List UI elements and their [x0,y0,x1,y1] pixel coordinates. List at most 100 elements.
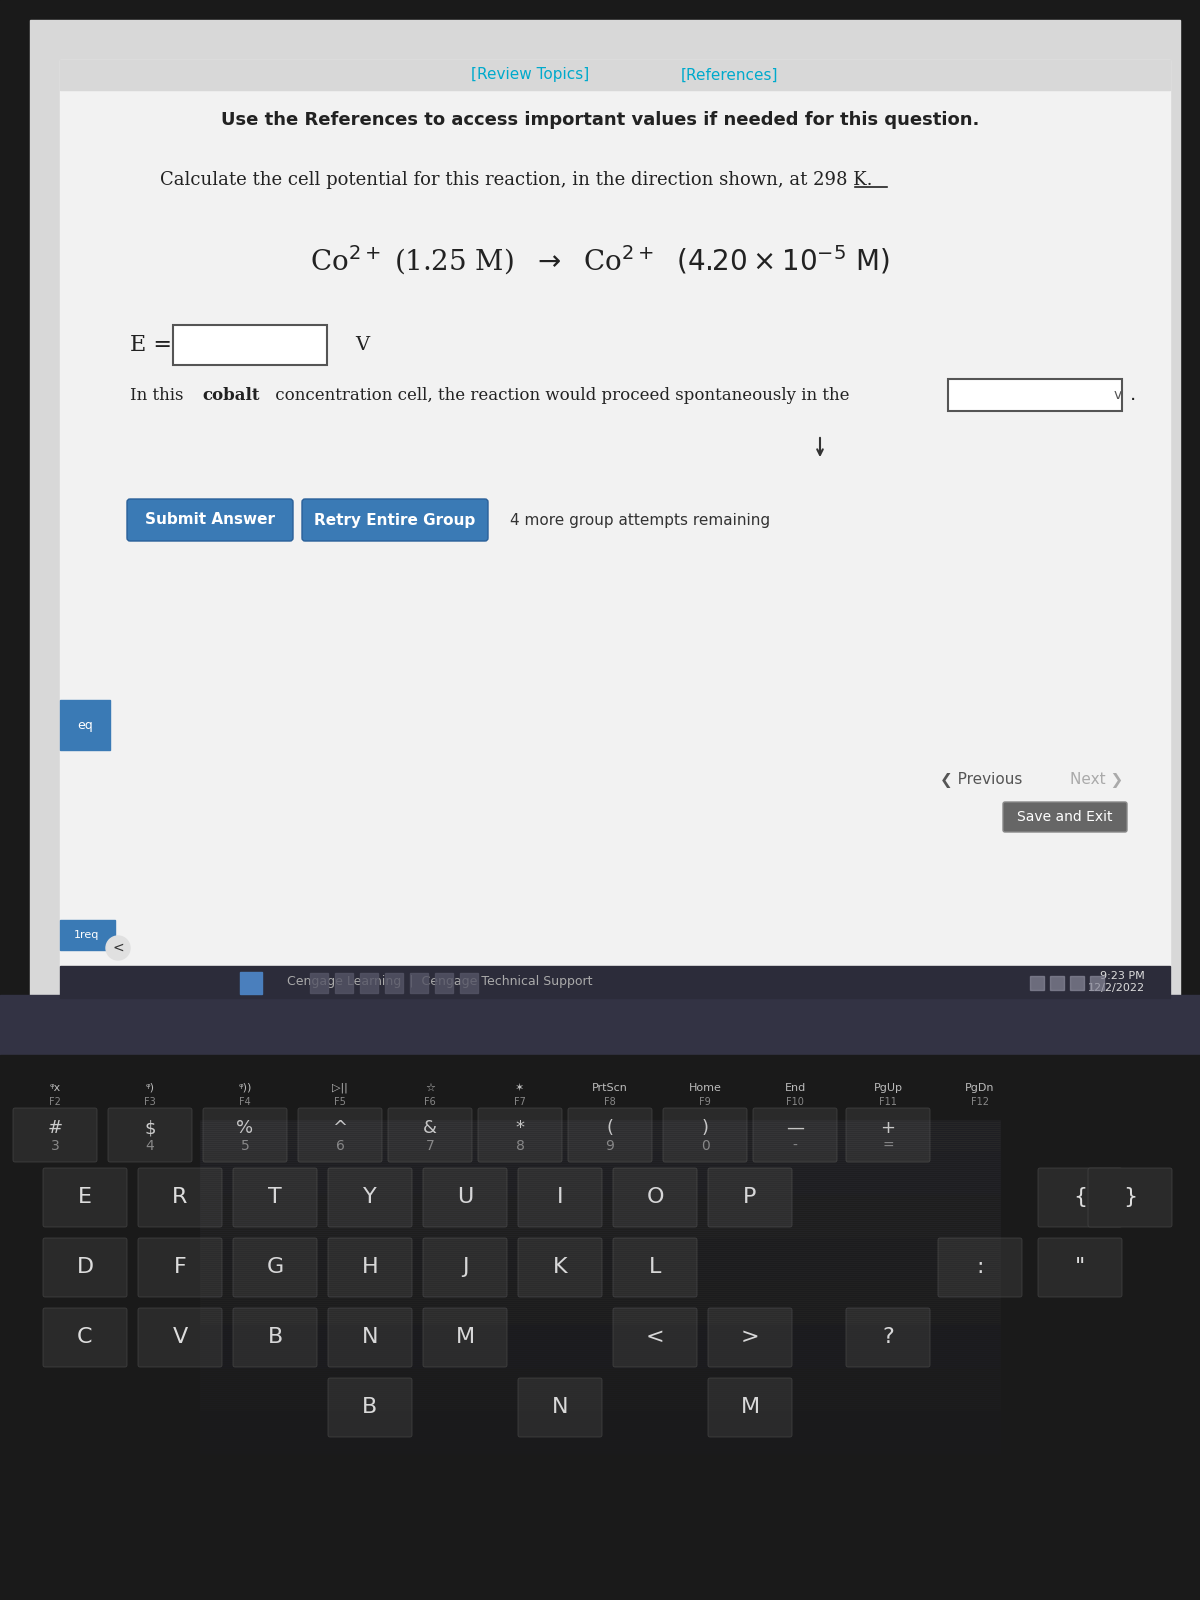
Bar [200,1408,1000,1410]
Bar [200,1328,1000,1330]
Text: 5: 5 [241,1139,250,1154]
FancyBboxPatch shape [754,1107,838,1162]
Bar [200,1512,1000,1514]
FancyBboxPatch shape [424,1168,508,1227]
Text: M: M [456,1326,474,1347]
Bar [200,1437,1000,1438]
Bar [60,920,115,950]
Bar [200,1370,1000,1371]
Text: B: B [362,1397,378,1418]
Bar [200,1350,1000,1352]
Bar [200,1382,1000,1384]
Bar [200,1501,1000,1502]
Text: ❮ Previous: ❮ Previous [940,773,1022,787]
Bar [200,1230,1000,1232]
Text: ): ) [702,1118,708,1138]
Bar [200,1139,1000,1142]
Bar [200,1309,1000,1310]
Bar [200,1458,1000,1459]
Bar [200,1416,1000,1418]
Text: D: D [77,1258,94,1277]
Text: ^: ^ [332,1118,348,1138]
Bar [200,1296,1000,1298]
Bar [360,973,378,994]
Bar [200,1390,1000,1392]
FancyBboxPatch shape [662,1107,746,1162]
Bar [200,1186,1000,1187]
Bar [200,1130,1000,1133]
FancyBboxPatch shape [613,1168,697,1227]
Bar [200,1126,1000,1128]
Text: E: E [78,1187,92,1206]
Bar [200,1453,1000,1454]
Text: Use the References to access important values if needed for this question.: Use the References to access important v… [221,110,979,130]
Bar [200,1398,1000,1400]
Bar [200,1274,1000,1277]
Bar [200,1251,1000,1254]
Bar [200,1392,1000,1394]
Text: F4: F4 [239,1098,251,1107]
Bar [200,1418,1000,1421]
Text: %: % [236,1118,253,1138]
Bar [200,1160,1000,1162]
Bar [200,1443,1000,1446]
Circle shape [106,936,130,960]
Text: 1req: 1req [74,930,100,939]
Bar [200,1219,1000,1222]
Bar [200,1384,1000,1386]
Bar [1070,976,1084,990]
FancyBboxPatch shape [846,1309,930,1366]
Text: 6: 6 [336,1139,344,1154]
FancyBboxPatch shape [138,1309,222,1366]
Text: ?: ? [882,1326,894,1347]
Bar [310,973,328,994]
Text: F8: F8 [604,1098,616,1107]
Bar [200,1312,1000,1314]
FancyBboxPatch shape [846,1107,930,1162]
Text: 8: 8 [516,1139,524,1154]
Text: PgUp: PgUp [874,1083,902,1093]
Bar [200,1133,1000,1134]
Bar [200,1138,1000,1139]
Bar [200,1496,1000,1498]
FancyBboxPatch shape [708,1168,792,1227]
Text: Calculate the cell potential for this reaction, in the direction shown, at 298 K: Calculate the cell potential for this re… [160,171,872,189]
Bar [200,1334,1000,1336]
Text: Y: Y [364,1187,377,1206]
Bar [200,1222,1000,1224]
FancyBboxPatch shape [298,1107,382,1162]
Bar [200,1341,1000,1342]
Bar [200,1421,1000,1422]
FancyBboxPatch shape [613,1238,697,1298]
Bar [200,1498,1000,1501]
Bar [200,1229,1000,1230]
FancyBboxPatch shape [478,1107,562,1162]
Bar [200,1330,1000,1331]
Bar [200,1478,1000,1480]
FancyBboxPatch shape [518,1378,602,1437]
FancyBboxPatch shape [138,1238,222,1298]
Bar [200,1422,1000,1424]
Text: P: P [743,1187,757,1206]
Bar [200,1210,1000,1213]
Text: Next ❯: Next ❯ [1070,773,1123,787]
Bar [200,1224,1000,1226]
Text: 7: 7 [426,1139,434,1154]
Bar [200,1283,1000,1286]
Text: J: J [462,1258,468,1277]
Bar [200,1438,1000,1440]
Text: <: < [112,941,124,955]
Bar [200,1347,1000,1350]
Text: cobalt: cobalt [202,387,259,403]
FancyBboxPatch shape [518,1168,602,1227]
Bar [200,1242,1000,1245]
Text: End: End [785,1083,805,1093]
Bar [200,1120,1000,1122]
Text: ᵠ): ᵠ) [145,1083,155,1093]
Bar [410,973,428,994]
Bar [200,1264,1000,1266]
Text: ▷||: ▷|| [332,1083,348,1093]
Bar [0,995,1200,1059]
Bar [200,1258,1000,1261]
Bar [200,1154,1000,1155]
